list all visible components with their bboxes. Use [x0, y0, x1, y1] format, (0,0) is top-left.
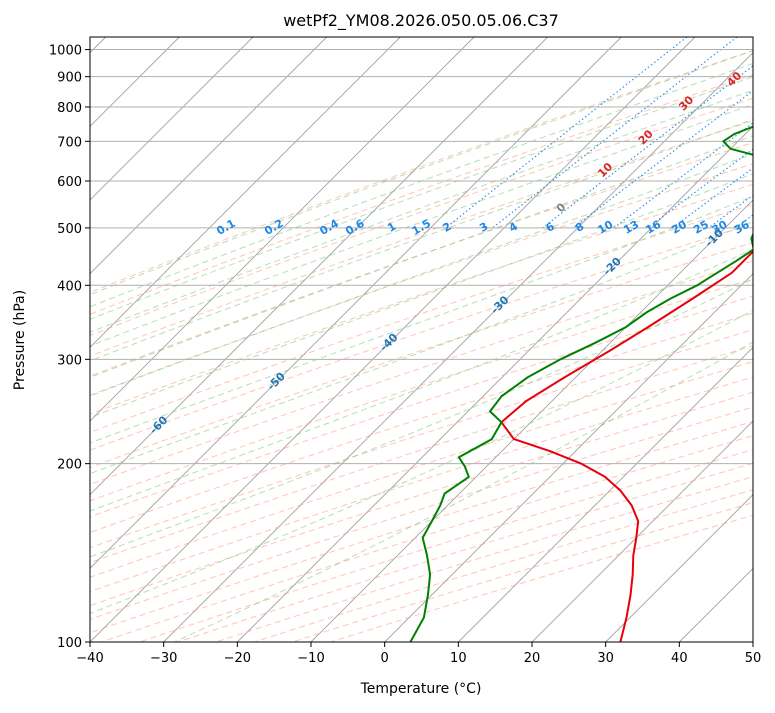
y-tick-label: 1000 — [49, 44, 82, 59]
x-tick-label: −20 — [224, 651, 251, 666]
y-tick-label: 600 — [57, 175, 82, 190]
y-axis-label: Pressure (hPa) — [12, 290, 28, 390]
y-tick-label: 800 — [57, 101, 82, 116]
x-tick-label: 50 — [745, 651, 762, 666]
x-tick-label: −40 — [76, 651, 103, 666]
x-tick-label: −10 — [297, 651, 324, 666]
y-tick-label: 500 — [57, 222, 82, 237]
y-tick-label: 900 — [57, 71, 82, 86]
y-tick-label: 100 — [57, 636, 82, 651]
x-tick-label: 0 — [381, 651, 389, 666]
x-tick-label: 20 — [524, 651, 541, 666]
x-tick-label: 30 — [597, 651, 614, 666]
x-axis-label: Temperature (°C) — [360, 681, 482, 697]
y-tick-label: 400 — [57, 279, 82, 294]
chart-title: wetPf2_YM08.2026.050.05.06.C37 — [283, 11, 559, 31]
x-tick-label: 10 — [450, 651, 467, 666]
y-tick-label: 300 — [57, 353, 82, 368]
y-tick-label: 200 — [57, 458, 82, 473]
y-tick-label: 700 — [57, 135, 82, 150]
x-tick-label: 40 — [671, 651, 688, 666]
x-tick-label: −30 — [150, 651, 177, 666]
